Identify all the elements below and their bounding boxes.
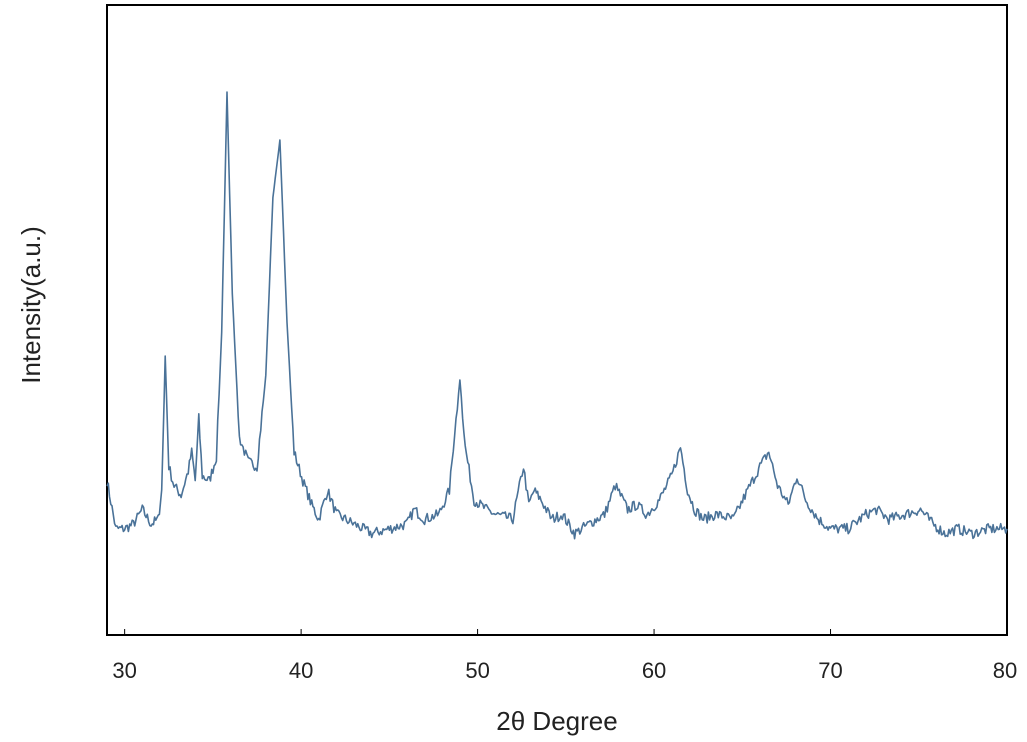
x-tick-label: 60	[642, 658, 666, 683]
x-tick-label: 70	[818, 658, 842, 683]
x-tick-label: 30	[112, 658, 136, 683]
x-axis-ticks: 30 40 50 60 70 80	[112, 629, 1017, 683]
y-axis-title: Intensity(a.u.)	[16, 226, 46, 384]
series-line	[106, 91, 1008, 540]
x-axis-title: 2θ Degree	[496, 706, 617, 736]
x-tick-label: 80	[993, 658, 1017, 683]
x-tick-label: 50	[465, 658, 489, 683]
plot-area	[106, 4, 1008, 636]
x-tick-label: 40	[289, 658, 313, 683]
